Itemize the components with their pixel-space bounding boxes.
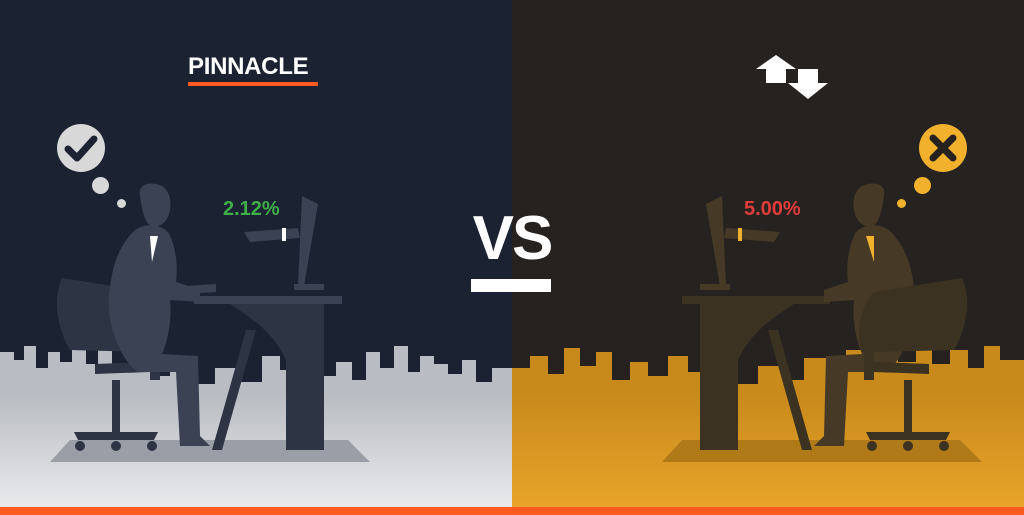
- x-circle-icon: [919, 124, 967, 172]
- left-scene-illustration: [0, 183, 512, 507]
- thought-bubble-small: [117, 199, 126, 208]
- vs-heading: VS: [472, 204, 554, 273]
- pinnacle-margin-value: 2.12%: [223, 198, 280, 220]
- pinnacle-logo[interactable]: PINNACLE: [188, 54, 320, 86]
- bottom-accent-bar: [0, 507, 1024, 515]
- vs-underline: [471, 279, 551, 292]
- left-panel: PINNACLE: [0, 0, 512, 507]
- thought-bubble-large-right: [914, 177, 931, 194]
- checkmark-circle-icon: [57, 124, 105, 172]
- right-panel: [512, 0, 1024, 507]
- pinnacle-logo-text: PINNACLE: [188, 53, 309, 80]
- thought-bubble-large: [92, 177, 109, 194]
- pinnacle-logo-underline: [188, 82, 318, 86]
- thought-bubble-small-right: [897, 199, 906, 208]
- swap-arrows-icon: [756, 55, 828, 99]
- competitor-margin-value: 5.00%: [744, 198, 801, 220]
- right-scene-illustration: [512, 183, 1024, 507]
